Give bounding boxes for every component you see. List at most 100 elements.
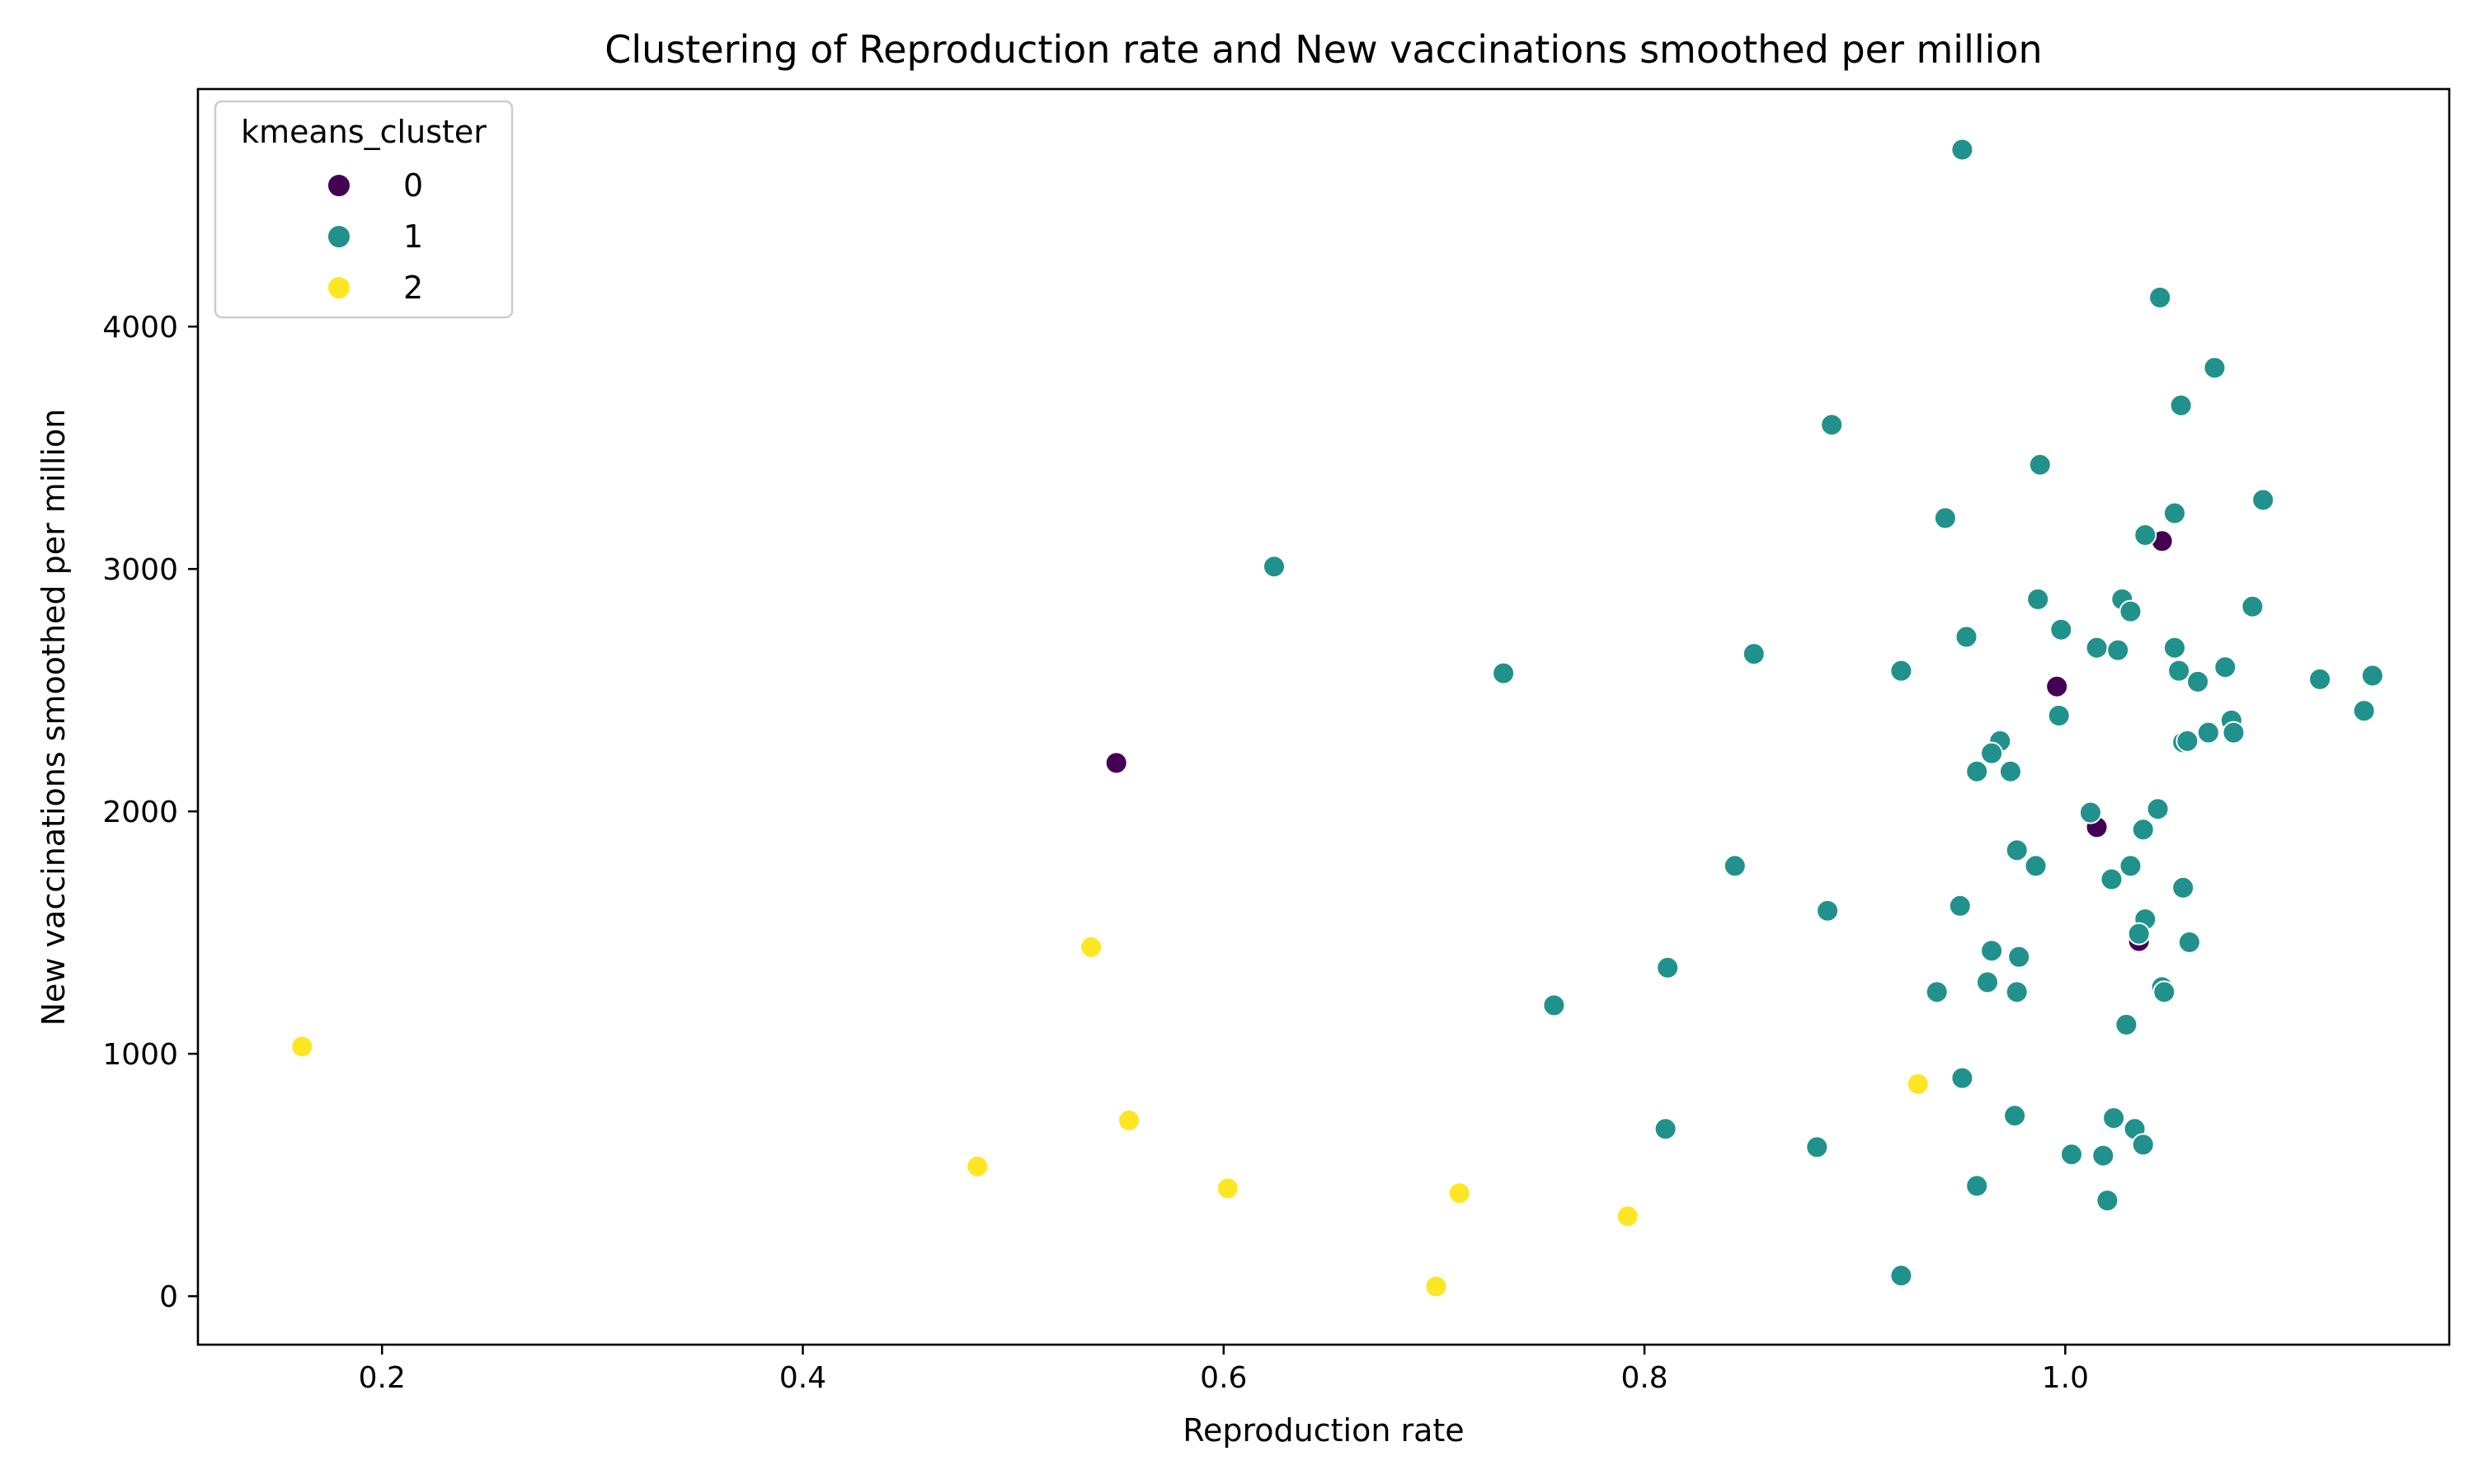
data-point-cluster-2 [1117,1109,1141,1132]
data-point-cluster-1 [2171,876,2195,899]
x-axis-label: Reproduction rate [1183,1412,1464,1449]
x-tick-label: 0.2 [359,1361,406,1395]
data-point-cluster-1 [2177,930,2201,954]
plot-frame [196,87,2451,1346]
data-point-cluster-1 [2163,636,2186,660]
data-point-cluster-2 [1216,1176,1239,1200]
data-point-cluster-1 [1542,993,1566,1017]
data-point-cluster-0 [2045,674,2069,698]
data-point-cluster-1 [1950,1066,1974,1090]
data-point-cluster-1 [1820,413,1844,437]
data-point-cluster-1 [2146,797,2170,821]
chart-title: Clustering of Reproduction rate and New … [604,27,2042,72]
data-point-cluster-1 [1742,642,1766,666]
data-point-cluster-1 [1889,1264,1913,1288]
data-point-cluster-1 [2085,636,2109,660]
data-point-cluster-1 [2028,453,2052,477]
data-point-cluster-1 [2095,1189,2119,1213]
y-tick-label: 4000 [102,311,178,345]
y-tick-label: 2000 [102,796,178,829]
data-point-cluster-1 [2005,980,2029,1004]
data-point-cluster-1 [2241,594,2265,618]
data-point-cluster-1 [2127,922,2151,946]
data-point-cluster-1 [1976,970,1999,994]
data-point-cluster-1 [1653,1117,1677,1141]
data-point-cluster-1 [1954,625,1978,649]
data-point-cluster-1 [1965,759,1989,783]
data-point-cluster-1 [2203,356,2227,380]
data-point-cluster-1 [1948,894,1972,918]
data-point-cluster-1 [1999,759,2022,783]
data-point-cluster-1 [2163,501,2186,525]
data-point-cluster-1 [2091,1144,2115,1167]
data-point-cluster-2 [966,1154,990,1178]
data-point-cluster-1 [1723,854,1747,878]
data-point-cluster-1 [2106,638,2130,662]
data-point-cluster-1 [2119,599,2142,623]
data-point-cluster-1 [2222,721,2246,744]
data-point-cluster-1 [2148,285,2172,309]
data-point-cluster-1 [2152,980,2176,1004]
data-point-cluster-2 [1079,935,1103,959]
legend-label-0: 0 [403,167,423,204]
data-point-cluster-1 [2131,1133,2155,1157]
data-point-cluster-1 [2175,729,2199,753]
data-point-cluster-1 [1933,506,1957,530]
data-point-cluster-1 [2007,945,2031,969]
y-tick-label: 1000 [102,1038,178,1072]
legend-box [214,100,514,319]
x-tick-label: 0.4 [779,1361,826,1395]
x-tick-label: 1.0 [2042,1361,2089,1395]
data-point-cluster-1 [2186,669,2210,693]
data-point-cluster-1 [2024,854,2048,878]
data-points [290,138,2384,1298]
axis-ticks: 0.2 0.4 0.6 0.8 1.0 0 1000 2000 3000 4000 [102,311,2089,1395]
data-point-cluster-1 [1492,661,1516,685]
data-point-cluster-1 [2352,699,2376,723]
data-point-cluster-2 [1906,1072,1930,1096]
data-point-cluster-1 [2169,393,2193,417]
data-point-cluster-1 [1965,1174,1989,1198]
data-point-cluster-1 [2131,818,2155,842]
y-tick-label: 0 [159,1280,178,1314]
data-point-cluster-1 [2133,524,2157,547]
data-point-cluster-0 [1104,751,1128,775]
data-point-cluster-1 [2079,801,2102,824]
x-tick-label: 0.6 [1200,1361,1247,1395]
data-point-cluster-2 [1424,1275,1448,1298]
data-point-cluster-1 [2047,704,2071,727]
y-tick-label: 3000 [102,553,178,587]
data-point-cluster-2 [1616,1205,1639,1228]
data-point-cluster-1 [2005,838,2029,862]
data-point-cluster-1 [1263,555,1286,579]
legend-marker-2 [327,275,351,300]
data-point-cluster-2 [290,1035,314,1059]
data-point-cluster-1 [2167,659,2191,683]
legend-label-1: 1 [403,218,423,255]
legend-label-2: 2 [403,270,423,306]
data-point-cluster-1 [2003,1104,2027,1128]
data-point-cluster-1 [2196,721,2220,744]
data-point-cluster-1 [2119,854,2142,878]
data-point-cluster-1 [2049,618,2073,641]
data-point-cluster-1 [1980,939,2004,963]
data-point-cluster-1 [1980,741,2004,765]
data-point-cluster-1 [1816,899,1840,923]
legend-marker-0 [327,173,351,198]
data-point-cluster-1 [1925,980,1949,1004]
data-point-cluster-1 [1950,138,1974,162]
data-point-cluster-1 [2114,1012,2138,1036]
data-point-cluster-1 [2308,667,2332,691]
data-point-cluster-1 [2060,1143,2083,1167]
data-point-cluster-1 [2100,867,2124,891]
x-tick-label: 0.8 [1620,1361,1667,1395]
legend-title: kmeans_cluster [241,114,487,150]
data-point-cluster-2 [1447,1181,1471,1205]
data-point-cluster-1 [1656,956,1680,979]
legend-marker-1 [327,224,351,249]
data-point-cluster-1 [2360,664,2384,688]
data-point-cluster-1 [1805,1135,1829,1159]
data-point-cluster-1 [2213,655,2237,679]
